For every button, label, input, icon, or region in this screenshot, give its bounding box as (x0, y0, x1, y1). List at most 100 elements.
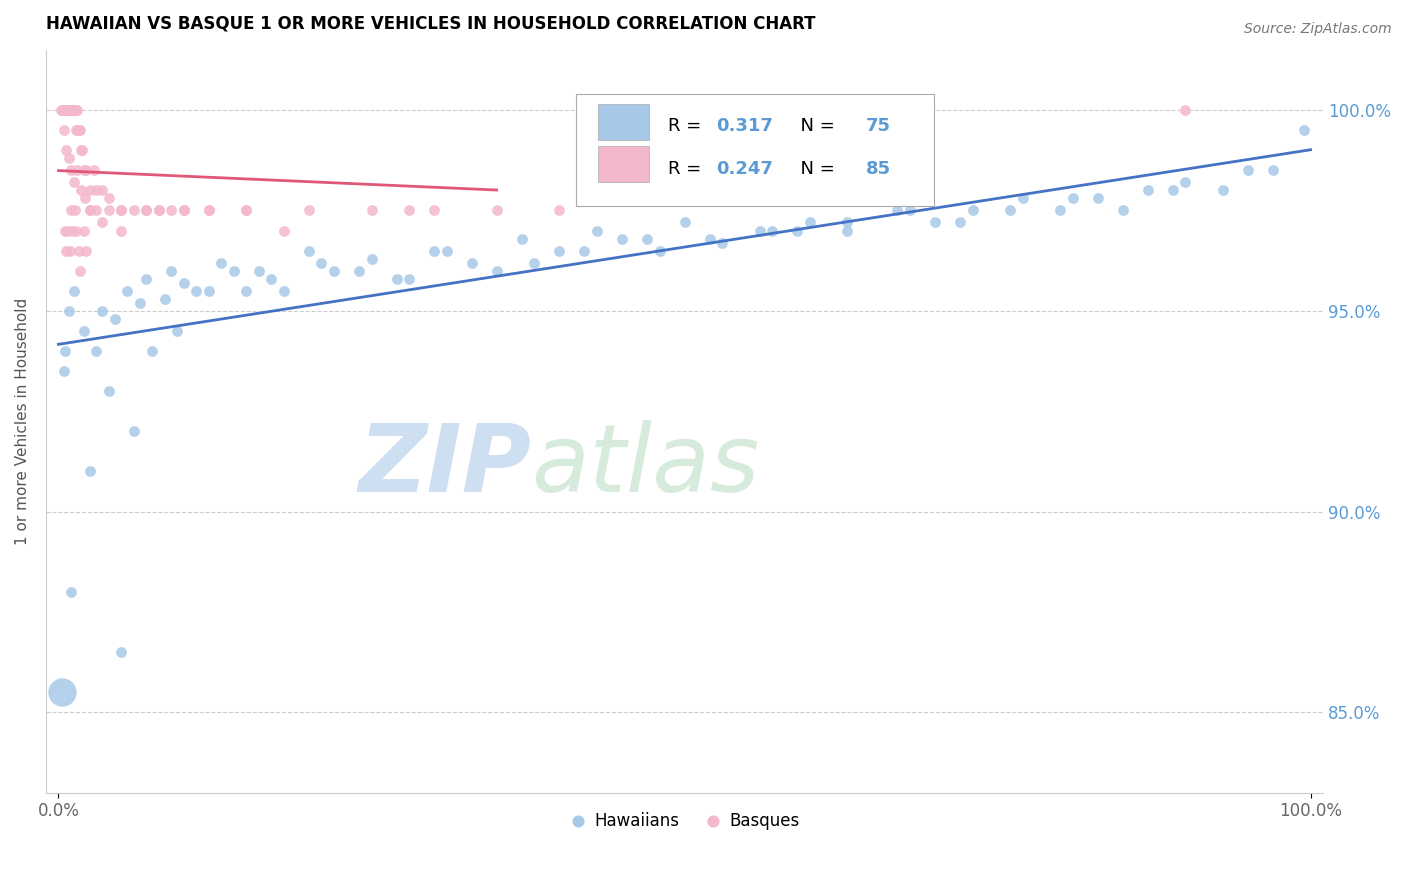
Point (58, 103, 80, 117)
Point (148, 203, 170, 218)
Point (110, 203, 132, 218)
Point (1136, 183, 1159, 197)
Point (60, 163, 83, 178)
Point (60, 103, 83, 117)
Point (273, 284, 295, 298)
Point (52, 103, 75, 117)
Point (79, 183, 101, 197)
Point (65, 123, 87, 137)
Point (1087, 191, 1109, 205)
Point (1174, 175, 1197, 189)
Point (837, 223, 859, 237)
Point (1112, 203, 1135, 218)
Point (60, 203, 83, 218)
FancyBboxPatch shape (598, 104, 648, 140)
Point (510, 231, 533, 245)
Point (62, 103, 84, 117)
Point (898, 203, 921, 218)
Point (56, 223, 79, 237)
Point (73, 191, 96, 205)
Point (75, 244, 97, 258)
Point (110, 223, 132, 237)
Text: 0.317: 0.317 (717, 118, 773, 136)
Point (298, 203, 321, 218)
Point (786, 223, 808, 237)
Point (586, 223, 609, 237)
Point (83, 163, 105, 178)
Point (460, 255, 482, 269)
Point (51, 685, 73, 699)
Point (247, 263, 270, 277)
Point (51, 103, 73, 117)
Text: 75: 75 (866, 118, 891, 136)
Point (122, 203, 145, 218)
Point (166, 324, 188, 338)
Point (311, 255, 333, 269)
Point (360, 203, 382, 218)
Point (523, 255, 546, 269)
Point (58, 303, 80, 318)
Point (761, 223, 783, 237)
Point (360, 252, 382, 266)
Point (1049, 203, 1071, 218)
Point (55, 103, 77, 117)
Point (1212, 183, 1234, 197)
Y-axis label: 1 or more Vehicles in Household: 1 or more Vehicles in Household (15, 298, 30, 545)
Point (60, 103, 83, 117)
Point (69, 123, 91, 137)
Point (69, 263, 91, 277)
Point (135, 271, 157, 285)
Text: ZIP: ZIP (359, 420, 531, 512)
Point (423, 244, 446, 258)
Point (122, 425, 145, 439)
Legend: Hawaiians, Basques: Hawaiians, Basques (562, 805, 807, 837)
Point (53, 343, 76, 358)
Text: atlas: atlas (531, 420, 759, 511)
Point (1174, 103, 1197, 117)
Point (135, 203, 157, 218)
Point (574, 244, 596, 258)
Point (91, 183, 114, 197)
Text: HAWAIIAN VS BASQUE 1 OR MORE VEHICLES IN HOUSEHOLD CORRELATION CHART: HAWAIIAN VS BASQUE 1 OR MORE VEHICLES IN… (46, 15, 815, 33)
Point (59, 103, 82, 117)
Point (128, 295, 150, 310)
Point (186, 284, 208, 298)
Text: N =: N = (789, 118, 841, 136)
Point (110, 645, 132, 659)
FancyBboxPatch shape (598, 146, 648, 182)
Text: R =: R = (668, 118, 707, 136)
Point (135, 203, 157, 218)
Point (60, 223, 83, 237)
Point (84, 343, 107, 358)
Point (636, 231, 658, 245)
Text: 85: 85 (866, 160, 891, 178)
Point (548, 203, 571, 218)
Point (924, 215, 946, 229)
Point (55, 143, 77, 157)
Point (648, 244, 671, 258)
Point (110, 203, 132, 218)
Point (799, 215, 821, 229)
Text: 0.247: 0.247 (717, 160, 773, 178)
Point (49, 103, 72, 117)
Point (141, 343, 163, 358)
Point (173, 276, 195, 290)
Point (1261, 163, 1284, 178)
Point (273, 223, 295, 237)
Point (398, 271, 420, 285)
Point (60, 103, 83, 117)
Point (91, 303, 114, 318)
Point (58, 103, 80, 117)
Point (197, 203, 219, 218)
Point (72, 223, 94, 237)
Point (148, 203, 170, 218)
Point (59, 244, 82, 258)
Point (70, 143, 93, 157)
Point (673, 215, 696, 229)
Point (63, 203, 86, 218)
Point (699, 231, 721, 245)
Point (62, 175, 84, 189)
Point (153, 292, 176, 306)
Point (298, 244, 321, 258)
Point (173, 203, 195, 218)
